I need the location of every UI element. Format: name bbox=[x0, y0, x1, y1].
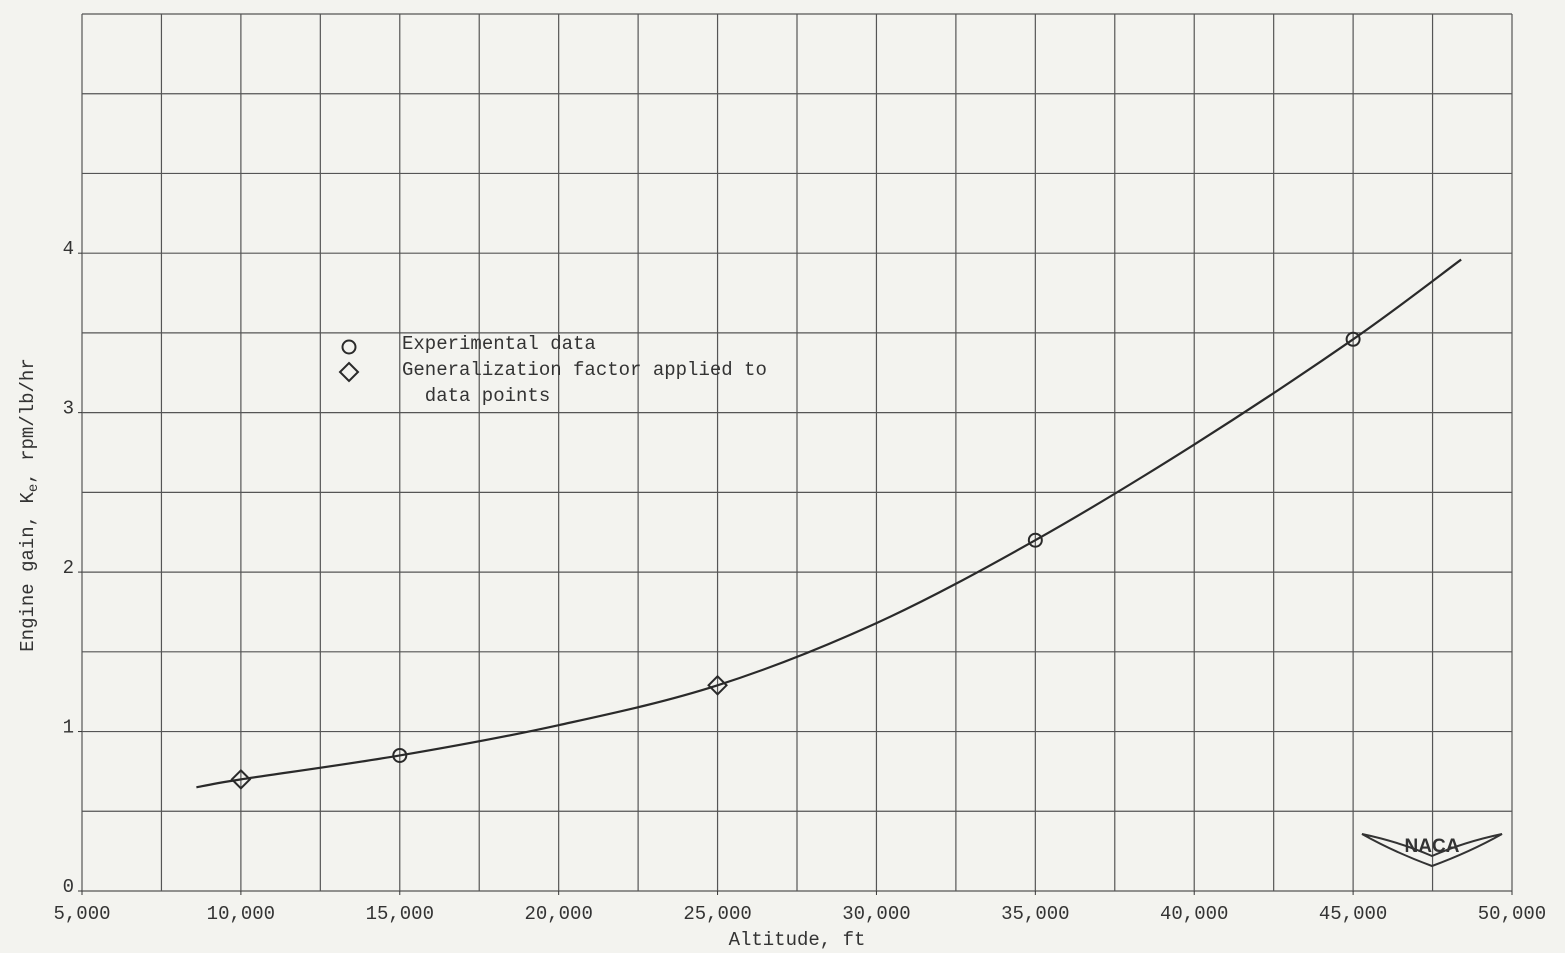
x-tick-label: 40,000 bbox=[1160, 903, 1228, 925]
x-axis-label: Altitude, ft bbox=[729, 929, 866, 951]
x-tick-label: 25,000 bbox=[683, 903, 751, 925]
data-point bbox=[230, 768, 252, 790]
x-tick-label: 20,000 bbox=[524, 903, 592, 925]
legend-label: Experimental data bbox=[402, 333, 596, 355]
x-tick-label: 50,000 bbox=[1478, 903, 1546, 925]
x-tick-label: 35,000 bbox=[1001, 903, 1069, 925]
y-tick-label: 2 bbox=[63, 557, 74, 579]
x-tick-label: 15,000 bbox=[366, 903, 434, 925]
fit-curve bbox=[196, 258, 1462, 789]
y-tick-label: 1 bbox=[63, 717, 74, 739]
x-tick-label: 30,000 bbox=[842, 903, 910, 925]
y-label-part: Engine gain, K bbox=[17, 492, 39, 652]
x-tick-label: 10,000 bbox=[207, 903, 275, 925]
naca-logo: NACA bbox=[1361, 833, 1503, 868]
legend-marker bbox=[338, 361, 360, 383]
y-label-part: , rpm/lb/hr bbox=[17, 358, 39, 483]
y-tick-label: 0 bbox=[63, 876, 74, 898]
legend-label: Generalization factor applied to data po… bbox=[402, 359, 767, 407]
data-point bbox=[1345, 331, 1361, 347]
grid bbox=[81, 13, 1513, 892]
y-label-subscript: e bbox=[26, 484, 42, 492]
y-axis-label: Engine gain, Ke, rpm/lb/hr bbox=[17, 358, 42, 651]
y-tick-label: 3 bbox=[63, 398, 74, 420]
x-tick-label: 45,000 bbox=[1319, 903, 1387, 925]
logo-text: NACA bbox=[1405, 836, 1460, 857]
y-tick-label: 4 bbox=[63, 238, 74, 260]
x-tick-label: 5,000 bbox=[53, 903, 110, 925]
data-point bbox=[1027, 532, 1043, 548]
legend-marker bbox=[341, 339, 357, 355]
data-point bbox=[707, 674, 728, 696]
data-point bbox=[392, 747, 408, 763]
